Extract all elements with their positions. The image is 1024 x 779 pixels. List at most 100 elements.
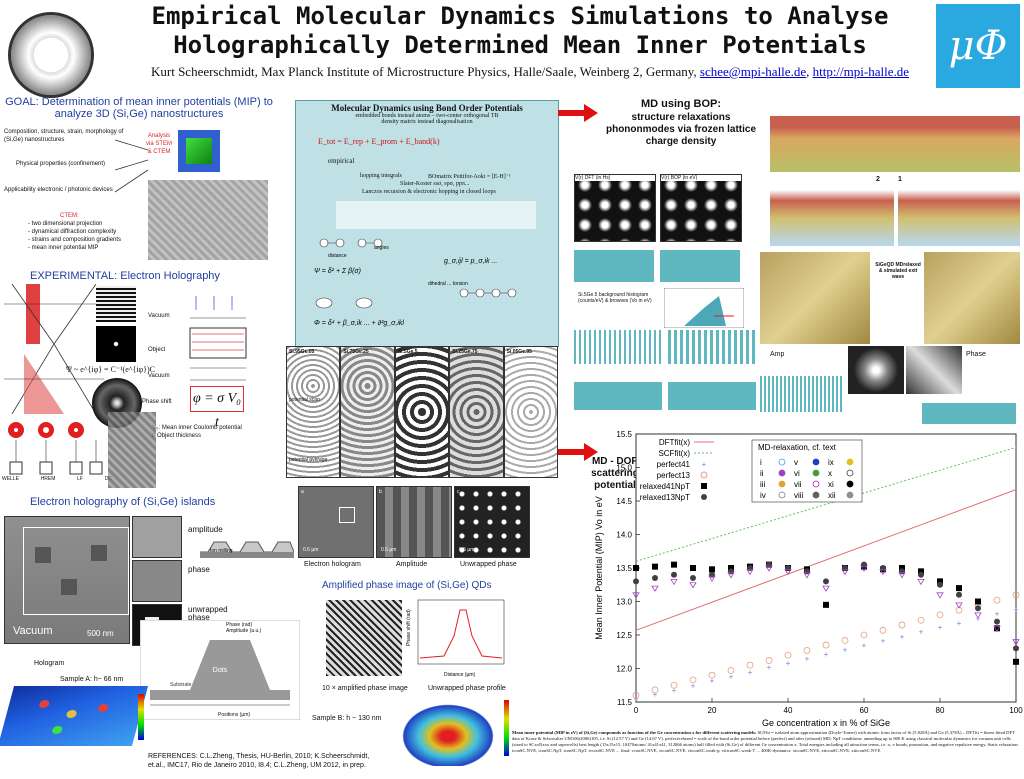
data-point: + [805, 654, 810, 663]
email-link[interactable]: schee@mpi-halle.de [699, 64, 807, 79]
y-tick-label: 15.5 [616, 430, 632, 439]
data-point: + [938, 623, 943, 632]
islands-hologram-image: Vacuum 500 nm [4, 516, 130, 644]
vacuum-top-label: Vacuum [148, 313, 170, 319]
references: REFERENCES: C.L.Zheng, Thesis, HU-Berlin… [148, 753, 370, 769]
data-point [841, 636, 849, 644]
data-point [918, 571, 924, 578]
dft-line-profile [574, 242, 654, 282]
md-dop-label: MD - DOP scattering potential [591, 456, 639, 491]
profile-ylabel: Phase shift (rad) [406, 609, 412, 646]
sige-histogram-label: Si.5Ge.5 background histogram (counts/eV… [578, 292, 652, 304]
legend-marker [778, 469, 786, 477]
caption-amplitude: Amplitude [396, 561, 428, 568]
amp-image [848, 346, 904, 394]
slater-koster-label: Slater-Koster ssσ, spσ, ppπ... [400, 181, 470, 187]
data-point [975, 598, 981, 605]
bop-line-profile [660, 242, 740, 282]
panel-letter-a: a [301, 489, 304, 495]
data-point [974, 612, 982, 619]
goal-item-3: Applicability electronic / photonic devi… [4, 187, 113, 193]
goal-item-2: Physical properties (confinement) [16, 161, 106, 167]
legend-left-label: SCFfit(x) [658, 449, 690, 458]
t-definition: t: Object thickness [152, 433, 202, 439]
mip-chart: 11.5 12.0 12.5 13.0 13.5 14.0 14.5 15.0 15.5 0 20… [594, 430, 1023, 728]
ctem-item: - mean inner potential MIP [28, 245, 99, 251]
phase-image [906, 346, 962, 394]
angles-label: angles [374, 245, 389, 251]
ctem-cross-section-image [148, 180, 268, 260]
legend-marker [700, 471, 708, 479]
data-point [879, 626, 887, 634]
profile-xlabel: Distance (µm) [444, 672, 476, 678]
legend-right-label: vi [794, 469, 800, 478]
data-point [936, 611, 944, 619]
legend-right-label: viii [794, 491, 804, 500]
box-label-hrem: HREM [40, 476, 56, 482]
data-point [860, 565, 868, 572]
data-point: + [729, 673, 734, 682]
relaxed-structure-1 [898, 176, 1020, 246]
arrow-label-2: 2 [876, 176, 880, 183]
data-point [709, 566, 715, 573]
legend-marker [812, 458, 820, 466]
data-point [936, 592, 944, 599]
scalebar-b: 0.5 µm [381, 547, 397, 553]
data-point [652, 575, 658, 582]
amp-caption: 10 × amplified phase image [322, 685, 408, 692]
islands-amplitude-image [132, 516, 182, 558]
vacuum-bottom-label: Vacuum [148, 373, 170, 379]
legend-marker [846, 469, 854, 477]
data-point [690, 575, 696, 582]
data-point [689, 676, 697, 684]
data-point: + [748, 668, 753, 677]
bop-potential-map: V(r) BOP (in eV) [660, 174, 742, 242]
data-point [918, 568, 924, 575]
scalebar-label: 500 nm [87, 629, 114, 638]
phase-profile [922, 394, 1016, 424]
sample-b-3d-plot [396, 700, 500, 766]
data-point [765, 565, 773, 572]
amplified-phase-image [326, 600, 402, 676]
data-point [956, 585, 962, 592]
profile-d [668, 370, 756, 410]
sim-label: Si.05Ge.95 [506, 349, 532, 355]
phase-right-label: Phase [966, 351, 986, 358]
vacuum-overlay-label: Vacuum [13, 625, 53, 637]
panel-letter-b: b [379, 489, 382, 495]
y-tick-label: 11.5 [617, 698, 633, 707]
legend-marker [846, 458, 854, 466]
data-point: + [710, 677, 715, 686]
hopping-label: hopping integrals [360, 173, 402, 179]
dihedral-label: dihedral ... torsion [428, 281, 468, 287]
data-point [917, 579, 925, 586]
data-point [899, 565, 905, 571]
y-tick-label: 13.0 [616, 598, 632, 607]
md-panel-title: Molecular Dynamics using Bond Order Pote… [331, 103, 523, 113]
holography-ray-diagram [4, 284, 104, 414]
sim-panel: Si.75Ge.25 [340, 346, 395, 478]
x-tick-label: 40 [784, 706, 793, 715]
box-label-welle: WELLE [2, 476, 19, 482]
x-tick-label: 100 [1009, 706, 1023, 715]
amplitude-label: amplitude [188, 525, 223, 534]
legend-right-label: ii [760, 469, 764, 478]
sim-panel: Si.25Ge.75 [449, 346, 504, 478]
arrow-to-md-dop [558, 449, 586, 455]
data-point [670, 579, 678, 586]
website-link[interactable]: http://mpi-halle.de [812, 64, 909, 79]
data-point [860, 631, 868, 639]
goal-arrows [114, 139, 149, 193]
bomatrix-label: BOmatrix Pettifor-Aoki = [E-H]⁻¹ [428, 174, 511, 180]
electron-hologram-image: a 0.5 µm [298, 486, 374, 558]
title-line-2: Holographically Determined Mean Inner Po… [173, 31, 867, 59]
data-point: + [767, 663, 772, 672]
potential-scan-label: potential scan [289, 397, 320, 403]
data-point [898, 572, 906, 579]
y-tick-label: 12.0 [616, 665, 632, 674]
md-panel-sub2: density matrix instead diagonalisation [381, 119, 473, 125]
data-point: + [691, 681, 696, 690]
analysis-label: Analysis via STEM & CTEM [145, 133, 172, 155]
data-point [917, 616, 925, 624]
data-point [803, 647, 811, 654]
